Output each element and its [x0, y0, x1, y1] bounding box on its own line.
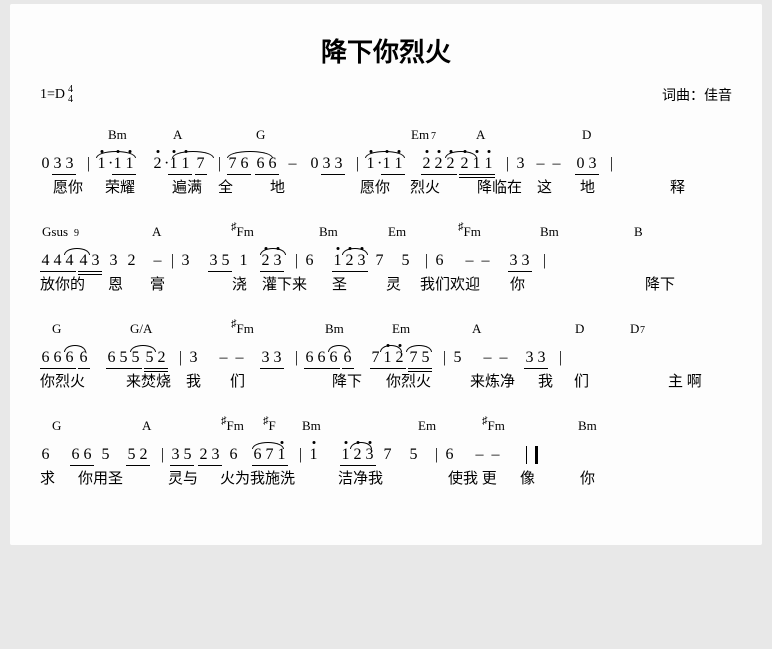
chord-row: Gsus 9 A ♯Fm Bm Em ♯Fm Bm B	[40, 224, 732, 242]
chord-row: Bm A G Em7 A D	[40, 127, 732, 145]
chord-label: 7	[640, 325, 645, 336]
lyrics-row: 放你的 恩 膏 浇灌下来 圣 灵我们欢迎 你 降下	[40, 273, 732, 293]
lyric-text: 像	[520, 467, 535, 488]
chord-label: D	[575, 321, 584, 337]
chord-label: ♯Fm	[231, 224, 254, 240]
notation-row: 666552|35236671|112375|6––	[40, 436, 732, 464]
meta-row: 1=D 4 4 词曲：佳音	[40, 85, 732, 105]
chord-label: ♯Fm	[231, 321, 254, 337]
chord-label: ♯F	[263, 418, 276, 434]
lyric-text: 降临在	[477, 176, 522, 197]
chord-label: Em	[411, 127, 429, 143]
chord-label: Gsus	[42, 224, 68, 240]
lyric-text: 火为我施洗	[220, 467, 295, 488]
lyric-text: 放你的	[40, 273, 85, 294]
ts-bot: 4	[68, 95, 73, 105]
chord-label: Bm	[302, 418, 321, 434]
lyric-text: 地	[580, 176, 595, 197]
chord-label: Em	[392, 321, 410, 337]
chord-label: A	[472, 321, 481, 337]
chord-label: ♯Fm	[458, 224, 481, 240]
lyric-text: 烈火	[410, 176, 440, 197]
lyric-text: 我们欢迎	[420, 273, 480, 294]
lyric-text: 们	[230, 370, 245, 391]
chord-label: A	[173, 127, 182, 143]
chord-label: A	[476, 127, 485, 143]
chord-label: D	[582, 127, 591, 143]
chord-label: B	[634, 224, 643, 240]
lyric-text: 你烈火	[40, 370, 85, 391]
lyric-text: 愿你	[360, 176, 390, 197]
lyric-text: 愿你	[53, 176, 83, 197]
lyrics-row: 你烈火来焚烧我们降下你烈火来炼净我们主 啊	[40, 370, 732, 390]
score-line: G A ♯Fm ♯F Bm Em ♯Fm Bm 666552|35236671|112375|6…	[40, 418, 732, 487]
chord-label: G/A	[130, 321, 152, 337]
lyric-text: 使我 更	[448, 467, 497, 488]
chord-label: A	[142, 418, 151, 434]
song-title: 降下你烈火	[40, 32, 732, 69]
chord-label: ♯Fm	[221, 418, 244, 434]
lyric-text: 降下	[645, 273, 675, 294]
score-line: GG/A♯FmBmEmADD7666665552|3––33|666671275…	[40, 321, 732, 390]
score-line: Gsus 9 A ♯Fm Bm Em ♯Fm Bm B 4444332–|335123|61237…	[40, 224, 732, 293]
lyric-text: 灵与	[168, 467, 198, 488]
time-signature: 4 4	[68, 85, 73, 105]
lyric-text: 主 啊	[668, 370, 702, 391]
lyric-text: 恩	[108, 273, 123, 294]
lyric-text: 这	[537, 176, 552, 197]
chord-label: A	[152, 224, 161, 240]
lyric-text: 来炼净	[470, 370, 515, 391]
chord-label: Bm	[319, 224, 338, 240]
lyric-text: 来焚烧	[126, 370, 171, 391]
chord-label: ♯Fm	[482, 418, 505, 434]
chord-label: G	[52, 321, 61, 337]
lyric-text: 洁净我	[338, 467, 383, 488]
chord-label: Em	[388, 224, 406, 240]
lyric-text: 们	[574, 370, 589, 391]
lyrics-row: 愿你荣耀遍满全地愿你烈火降临在这地释	[40, 176, 732, 196]
lyric-text: 全	[218, 176, 233, 197]
chord-label: 7	[431, 131, 436, 142]
lyrics-row: 求 你用圣 灵与 火为我施洗 洁净我 使我 更 像 你	[40, 467, 732, 487]
notation-row: 666665552|3––33|666671275|5––33|	[40, 339, 732, 367]
notation-row: 4444332–|335123|612375|6––33|	[40, 242, 732, 270]
lyric-text: 遍满	[172, 176, 202, 197]
lyric-text: 地	[270, 176, 285, 197]
key-signature: 1=D 4 4	[40, 85, 73, 105]
lyric-text: 灵	[386, 273, 401, 294]
credit: 词曲：佳音	[662, 85, 732, 105]
lyric-text: 我	[538, 370, 553, 391]
chord-label: Em	[418, 418, 436, 434]
chord-label: D	[630, 321, 639, 337]
chord-row: G A ♯Fm ♯F Bm Em ♯Fm Bm	[40, 418, 732, 436]
lyric-text: 你	[580, 467, 595, 488]
key-text: 1=D	[40, 87, 65, 103]
lyric-text: 你	[510, 273, 525, 294]
chord-label: Bm	[540, 224, 559, 240]
score-line: Bm A G Em7 A D 033|1·112·117|7666–033|1·112222…	[40, 127, 732, 196]
notation-row: 033|1·112·117|7666–033|1·11222211|3––03|	[40, 145, 732, 173]
chord-label: Bm	[108, 127, 127, 143]
chord-label: Bm	[325, 321, 344, 337]
lyric-text: 释	[670, 176, 685, 197]
chord-label: G	[52, 418, 61, 434]
chord-label: Bm	[578, 418, 597, 434]
lyric-text: 我	[186, 370, 201, 391]
chord-label: 9	[74, 228, 79, 239]
lyric-text: 灌下来	[262, 273, 307, 294]
lyric-text: 荣耀	[105, 176, 135, 197]
score-lines: BmAGEm7AD033|1·112·117|7666–033|1·112222…	[40, 127, 732, 487]
chord-row: GG/A♯FmBmEmADD7	[40, 321, 732, 339]
lyric-text: 膏	[150, 273, 165, 294]
lyric-text: 你用圣	[78, 467, 123, 488]
chord-label: G	[256, 127, 265, 143]
lyric-text: 你烈火	[386, 370, 431, 391]
lyric-text: 浇	[232, 273, 247, 294]
lyric-text: 圣	[332, 273, 347, 294]
lyric-text: 降下	[332, 370, 362, 391]
music-sheet: 降下你烈火 1=D 4 4 词曲：佳音 BmAGEm7AD033|1·112·1…	[10, 4, 762, 545]
lyric-text: 求	[40, 467, 55, 488]
